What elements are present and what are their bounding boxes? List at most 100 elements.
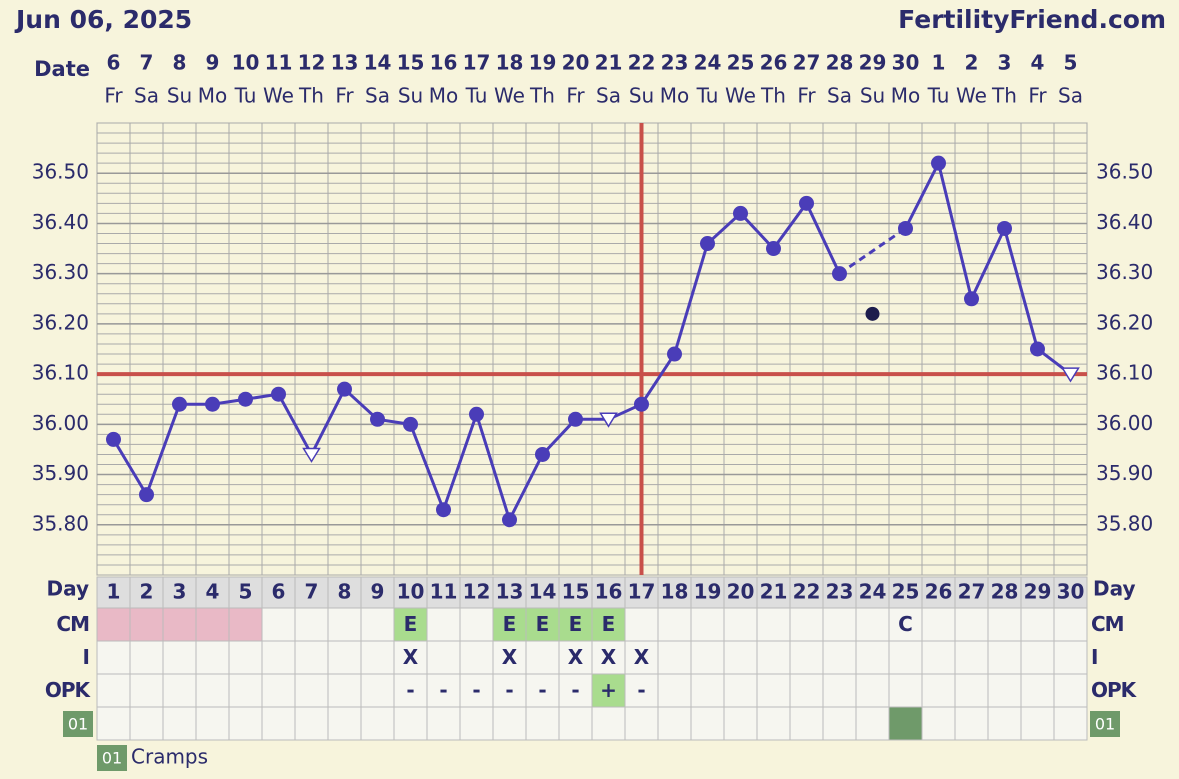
day-number: 24 <box>859 580 887 604</box>
weekday: Sa <box>1058 84 1083 108</box>
table-cell <box>657 607 692 642</box>
day-number: 17 <box>628 580 656 604</box>
weekday: Su <box>167 84 192 108</box>
weekday: Tu <box>696 84 719 108</box>
table-cell <box>690 640 725 675</box>
table-cell <box>888 640 923 675</box>
table-cell <box>129 706 164 741</box>
table-cell <box>1053 576 1088 609</box>
date: 23 <box>661 51 689 75</box>
table-cell <box>294 576 329 609</box>
date: 8 <box>173 51 187 75</box>
weekday: Mo <box>660 84 690 108</box>
site-name: FertilityFriend.com <box>898 5 1166 34</box>
day-number: 25 <box>892 580 920 604</box>
table-cell <box>954 640 989 675</box>
table-cell <box>789 640 824 675</box>
table-cell <box>756 706 791 741</box>
cell-text: - <box>571 678 579 702</box>
table-cell <box>987 673 1022 708</box>
table-cell <box>822 706 857 741</box>
cell-text: - <box>406 678 414 702</box>
date: 19 <box>529 51 557 75</box>
table-cell <box>954 673 989 708</box>
table-cell <box>855 706 890 741</box>
weekday: Sa <box>596 84 621 108</box>
table-cell <box>261 706 296 741</box>
weekday: Fr <box>335 84 354 108</box>
table-cell <box>1053 607 1088 642</box>
table-cell <box>327 607 362 642</box>
day-number: 14 <box>529 580 557 604</box>
table-cell <box>822 640 857 675</box>
date: 14 <box>364 51 392 75</box>
weekday: Su <box>398 84 423 108</box>
note-code: 01 <box>68 715 88 734</box>
date: 22 <box>628 51 656 75</box>
row-label: I <box>1091 645 1097 669</box>
date: 5 <box>1064 51 1078 75</box>
table-cell <box>888 576 923 609</box>
date: 24 <box>694 51 722 75</box>
y-tick-label: 35.90 <box>32 461 89 485</box>
date: 10 <box>232 51 260 75</box>
table-cell <box>558 706 593 741</box>
table-cell <box>657 640 692 675</box>
temperature-marker <box>799 195 814 211</box>
note-cell <box>888 706 923 741</box>
weekday: Sa <box>365 84 390 108</box>
table-cell <box>855 607 890 642</box>
cell-text: - <box>637 678 645 702</box>
y-tick-label: 36.40 <box>1096 210 1153 234</box>
table-cell <box>690 673 725 708</box>
day-number: 16 <box>595 580 623 604</box>
table-cell <box>360 607 395 642</box>
weekday: Fr <box>797 84 816 108</box>
cell-text: C <box>898 612 913 636</box>
table-cell <box>129 640 164 675</box>
date: 26 <box>760 51 788 75</box>
day-number: 20 <box>727 580 755 604</box>
day-number: 13 <box>496 580 524 604</box>
table-cell <box>657 706 692 741</box>
weekday: Tu <box>465 84 488 108</box>
table-cell <box>294 706 329 741</box>
table-cell <box>492 673 527 708</box>
day-number: 18 <box>661 580 689 604</box>
note-badge <box>97 745 127 771</box>
table-cell <box>723 576 758 609</box>
table-cell <box>195 673 230 708</box>
temperature-marker <box>599 412 618 428</box>
date: 21 <box>595 51 623 75</box>
table-cell <box>492 706 527 741</box>
table-cell <box>954 607 989 642</box>
day-label: Day <box>46 577 89 601</box>
cell-text: - <box>505 678 513 702</box>
table-cell <box>129 607 164 642</box>
note-code: 01 <box>1095 715 1115 734</box>
cell-text: E <box>503 612 517 636</box>
weekday: We <box>956 84 987 108</box>
table-cell <box>360 673 395 708</box>
date: 16 <box>430 51 458 75</box>
temperature-marker <box>733 205 748 221</box>
cell-text: E <box>536 612 550 636</box>
table-cell <box>294 607 329 642</box>
chart-date: Jun 06, 2025 <box>14 5 192 34</box>
table-cell <box>789 706 824 741</box>
table-cell <box>987 706 1022 741</box>
date: 6 <box>107 51 121 75</box>
table-cell <box>96 640 131 675</box>
table-cell <box>426 607 461 642</box>
date: 28 <box>826 51 854 75</box>
cell-text: - <box>472 678 480 702</box>
table-cell <box>261 607 296 642</box>
day-number: 3 <box>173 580 187 604</box>
table-cell <box>426 640 461 675</box>
table-cell <box>525 607 560 642</box>
table-cell <box>261 576 296 609</box>
table-cell <box>459 640 494 675</box>
row-label: I <box>83 645 89 669</box>
y-tick-label: 36.20 <box>1096 310 1153 334</box>
table-cell <box>987 576 1022 609</box>
